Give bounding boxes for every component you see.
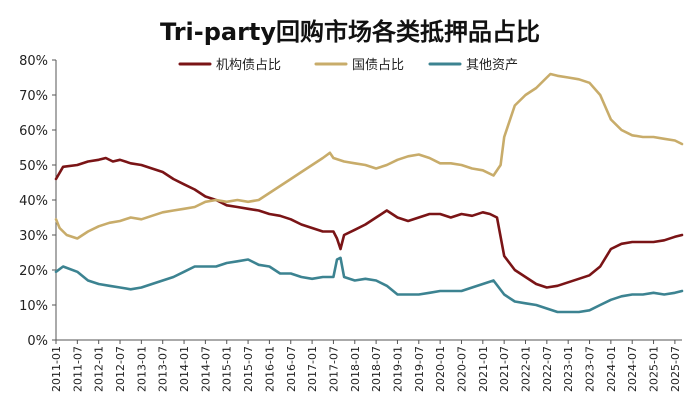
- x-axis: 2011-01 2011-07 2012-01 2012-07 2013-01 2013-…: [50, 339, 682, 392]
- legend: 机构债占比 国债占比 其他资产: [178, 58, 518, 73]
- y-tick-label: 40%: [19, 194, 48, 209]
- y-tick-label: 70%: [19, 89, 48, 104]
- legend-label: 其他资产: [466, 58, 518, 73]
- legend-item: 其他资产: [428, 58, 518, 73]
- series-line: [54, 256, 684, 314]
- y-tick-label: 50%: [19, 159, 48, 174]
- x-tick-label: 2025-07: [669, 346, 682, 392]
- x-tick-label: 2022-01: [520, 346, 533, 392]
- x-tick-label: 2019-01: [391, 346, 404, 392]
- x-tick-label: 2020-01: [434, 346, 447, 392]
- legend-item: 国债占比: [314, 58, 404, 73]
- x-tick-label: 2025-01: [648, 346, 661, 392]
- y-tick-label: 20%: [19, 264, 48, 279]
- y-tick-label: 80%: [19, 54, 48, 69]
- legend-item: 机构债占比: [178, 58, 281, 73]
- x-tick-label: 2015-07: [242, 346, 255, 392]
- x-tick-label: 2011-01: [50, 346, 63, 392]
- y-axis: 0% 10% 20% 30% 40% 50% 60% 70% 80%: [19, 54, 57, 349]
- x-tick-label: 2024-01: [605, 346, 618, 392]
- x-tick-label: 2013-01: [135, 346, 148, 392]
- x-tick-label: 2011-07: [71, 346, 84, 392]
- x-tick-label: 2021-01: [477, 346, 490, 392]
- x-tick-label: 2017-01: [306, 346, 319, 392]
- x-tick-label: 2018-07: [370, 346, 383, 392]
- y-tick-label: 0%: [27, 334, 48, 349]
- x-tick-label: 2012-01: [93, 346, 106, 392]
- x-tick-label: 2014-07: [199, 346, 212, 392]
- x-tick-label: 2020-07: [455, 346, 468, 392]
- x-tick-label: 2023-07: [584, 346, 597, 392]
- x-tick-label: 2015-01: [221, 346, 234, 392]
- x-tick-label: 2012-07: [114, 346, 127, 392]
- x-tick-label: 2019-07: [413, 346, 426, 392]
- x-tick-label: 2021-07: [498, 346, 511, 392]
- y-tick-label: 60%: [19, 124, 48, 139]
- legend-label: 机构债占比: [216, 58, 281, 73]
- series-line: [54, 72, 684, 240]
- x-tick-label: 2013-07: [157, 346, 170, 392]
- x-tick-label: 2018-01: [349, 346, 362, 392]
- x-tick-label: 2016-01: [263, 346, 276, 392]
- x-tick-label: 2016-07: [285, 346, 298, 392]
- x-tick-label: 2023-01: [562, 346, 575, 392]
- x-tick-label: 2017-07: [327, 346, 340, 392]
- x-tick-label: 2024-07: [626, 346, 639, 392]
- series-line: [54, 156, 684, 289]
- x-tick-label: 2022-07: [541, 346, 554, 392]
- y-tick-label: 30%: [19, 229, 48, 244]
- x-tick-label: 2014-01: [178, 346, 191, 392]
- plot-lines: [54, 72, 684, 314]
- chart-title: Tri-party回购市场各类抵押品占比: [160, 18, 540, 46]
- y-tick-label: 10%: [19, 299, 48, 314]
- legend-label: 国债占比: [352, 58, 404, 73]
